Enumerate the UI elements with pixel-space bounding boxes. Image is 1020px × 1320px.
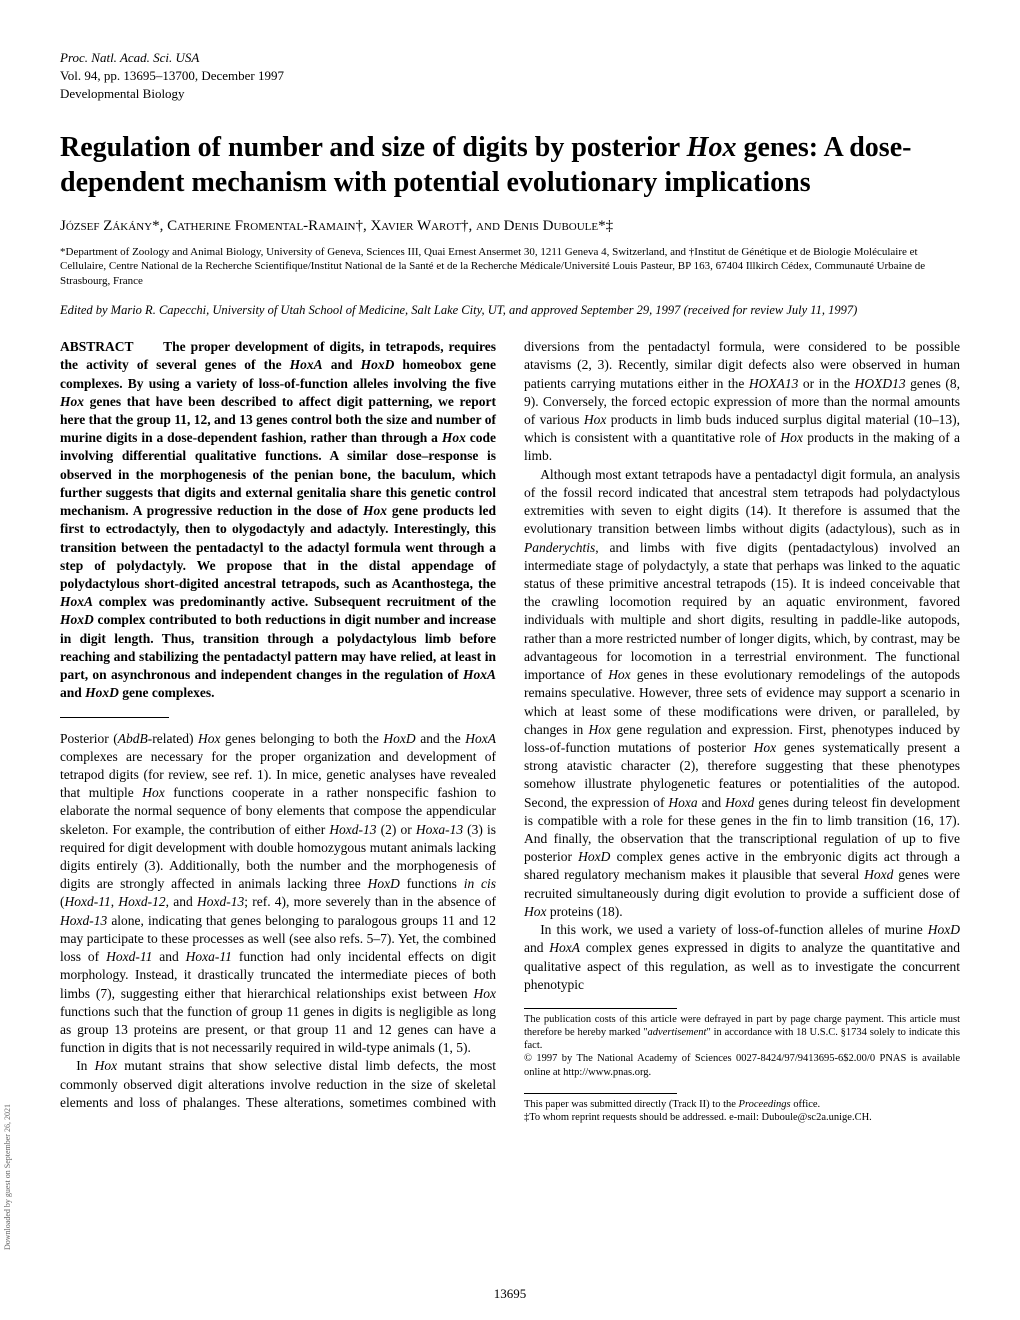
fn-r1b: Proceedings <box>739 1099 791 1110</box>
p4d: HoxA <box>549 940 580 955</box>
journal-name: Proc. Natl. Acad. Sci. USA <box>60 50 960 66</box>
p2a: In <box>76 1058 94 1073</box>
abstract-rule <box>60 717 169 718</box>
p1p: HoxD <box>368 876 400 891</box>
p1af: Hox <box>474 986 497 1001</box>
p3k: and <box>698 795 725 810</box>
p3b: Panderychtis <box>524 540 595 555</box>
abs-t3: and <box>323 357 361 372</box>
p2b: Hox <box>95 1058 118 1073</box>
p1b: AbdB <box>118 731 148 746</box>
p3n: HoxD <box>578 849 610 864</box>
p2h: Hox <box>584 412 607 427</box>
article-title: Regulation of number and size of digits … <box>60 130 960 200</box>
p1y: ; ref. 4), more severely than in the abs… <box>244 894 496 909</box>
p1g: and the <box>416 731 466 746</box>
abs-hoxa-2: HoxA <box>60 594 93 609</box>
p1d: Hox <box>198 731 221 746</box>
footnote-left-2: © 1997 by The National Academy of Scienc… <box>524 1052 960 1078</box>
p2f: HOXD13 <box>855 376 906 391</box>
body-para-1: Posterior (AbdB-related) Hox genes belon… <box>60 730 496 1058</box>
p2d: HOXA13 <box>749 376 799 391</box>
p1m: (2) or <box>377 822 416 837</box>
p3a: Although most extant tetrapods have a pe… <box>524 467 960 537</box>
p3r: Hox <box>524 904 547 919</box>
title-part-1: Regulation of number and size of digits … <box>60 132 687 163</box>
footnote-rule-left <box>524 1008 677 1009</box>
p4a: In this work, we used a variety of loss-… <box>540 922 928 937</box>
abs-t15: complex contributed to both reductions i… <box>60 612 496 682</box>
p4b: HoxD <box>928 922 960 937</box>
p1n: Hoxa-13 <box>416 822 463 837</box>
body-para-3: Although most extant tetrapods have a pe… <box>524 466 960 921</box>
p1j: Hox <box>142 785 165 800</box>
abs-hoxd-1: HoxD <box>361 357 395 372</box>
p1r: in cis <box>464 876 496 891</box>
download-watermark: Downloaded by guest on September 26, 202… <box>3 1104 12 1250</box>
p1ac: and <box>152 949 185 964</box>
abs-t19: gene complexes. <box>119 685 215 700</box>
abstract-block: ABSTRACT The proper development of digit… <box>60 338 496 702</box>
p1a: Posterior ( <box>60 731 118 746</box>
footnote-right-1: This paper was submitted directly (Track… <box>524 1098 960 1111</box>
abs-hoxa-3: HoxA <box>463 667 496 682</box>
p1v: Hoxd-12 <box>118 894 165 909</box>
department-line: Developmental Biology <box>60 86 960 102</box>
p2j: Hox <box>780 430 803 445</box>
p4e: complex genes expressed in digits to ana… <box>524 940 960 991</box>
p2e: or in the <box>798 376 854 391</box>
p1q: functions <box>400 876 464 891</box>
abstract-label: ABSTRACT <box>60 339 134 354</box>
p1z: Hoxd-13 <box>60 913 107 928</box>
footnote-right-2: ‡To whom reprint requests should be addr… <box>524 1111 960 1124</box>
fn-l1b: advertisement <box>648 1027 707 1038</box>
p1x: Hoxd-13 <box>197 894 244 909</box>
abs-t17: and <box>60 685 85 700</box>
p3c: , and limbs with five digits (pentadacty… <box>524 540 960 683</box>
p3f: Hox <box>589 722 612 737</box>
p3s: proteins (18). <box>547 904 623 919</box>
p3j: Hoxa <box>668 795 697 810</box>
p3h: Hox <box>754 740 777 755</box>
footnote-left-1: The publication costs of this article we… <box>524 1013 960 1052</box>
abs-hox-2: Hox <box>442 430 466 445</box>
p3d: Hox <box>608 667 631 682</box>
fn-r1a: This paper was submitted directly (Track… <box>524 1099 739 1110</box>
page-number: 13695 <box>494 1286 527 1302</box>
p1t: Hoxd-11 <box>65 894 111 909</box>
abs-t13: complex was predominantly active. Subseq… <box>93 594 496 609</box>
title-italic-hox: Hox <box>687 132 737 163</box>
two-column-body: ABSTRACT The proper development of digit… <box>60 338 960 1124</box>
p1h: HoxA <box>465 731 496 746</box>
p4c: and <box>524 940 549 955</box>
footnote-rule-right <box>524 1093 677 1094</box>
p3l: Hoxd <box>725 795 754 810</box>
abs-hoxd-3: HoxD <box>85 685 119 700</box>
abs-hoxd-2: HoxD <box>60 612 94 627</box>
p1ag: functions such that the function of grou… <box>60 1004 496 1055</box>
abs-t7: genes that have been described to affect… <box>60 394 496 445</box>
abs-hoxa-1: HoxA <box>290 357 323 372</box>
p1ab: Hoxd-11 <box>106 949 152 964</box>
body-para-4: In this work, we used a variety of loss-… <box>524 921 960 994</box>
p1e: genes belonging to both the <box>221 731 384 746</box>
volume-line: Vol. 94, pp. 13695–13700, December 1997 <box>60 68 960 84</box>
p1c: -related) <box>148 731 198 746</box>
edited-by-line: Edited by Mario R. Capecchi, University … <box>60 302 960 318</box>
affiliations: *Department of Zoology and Animal Biolog… <box>60 245 960 288</box>
authors-line: József Zákány*, Catherine Fromental-Rama… <box>60 218 960 235</box>
p1w: , and <box>166 894 197 909</box>
p1f: HoxD <box>383 731 415 746</box>
p1ad: Hoxa-11 <box>186 949 232 964</box>
fn-r1c: office. <box>791 1099 821 1110</box>
p3p: Hoxd <box>864 867 893 882</box>
abs-hox-1: Hox <box>60 394 84 409</box>
abs-hox-3: Hox <box>363 503 387 518</box>
p1l: Hoxd-13 <box>329 822 376 837</box>
